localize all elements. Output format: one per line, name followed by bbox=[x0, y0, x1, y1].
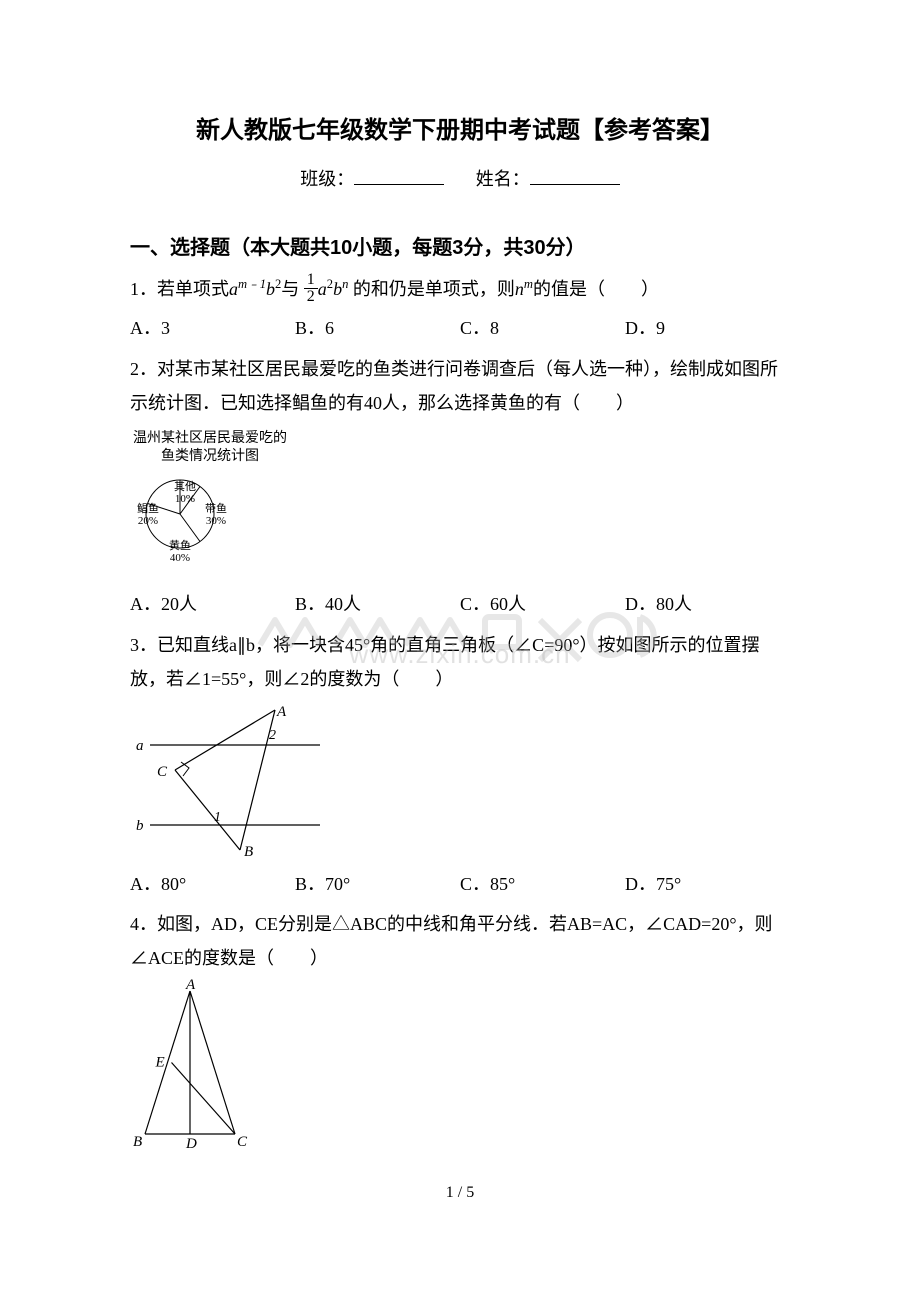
q1-stem: 1．若单项式am﹣1b2与 12a2bn 的和仍是单项式，则nm的值是（ ） bbox=[130, 272, 790, 307]
q3-opt-b: B．70° bbox=[295, 867, 460, 901]
form-line: 班级： 姓名： bbox=[130, 165, 790, 191]
fraction-half: 12 bbox=[304, 272, 318, 305]
svg-text:A: A bbox=[185, 979, 196, 993]
svg-text:黄鱼: 黄鱼 bbox=[169, 538, 191, 552]
q3-stem: 3．已知直线a∥b，将一块含45°角的直角三角板（∠C=90°）按如图所示的位置… bbox=[130, 628, 790, 696]
name-label: 姓名： bbox=[476, 169, 530, 189]
pie-title: 温州某社区居民最爱吃的 鱼类情况统计图 bbox=[130, 428, 290, 464]
svg-text:B: B bbox=[133, 1134, 142, 1149]
name-blank bbox=[530, 167, 620, 185]
svg-text:b: b bbox=[136, 818, 144, 834]
q1-stem-a: 1．若单项式 bbox=[130, 279, 229, 299]
svg-text:带鱼: 带鱼 bbox=[205, 501, 227, 515]
pie-title-l2: 鱼类情况统计图 bbox=[161, 447, 259, 463]
svg-text:40%: 40% bbox=[170, 552, 190, 564]
q2-opt-d: D．80人 bbox=[625, 587, 790, 621]
q3-opt-c: C．85° bbox=[460, 867, 625, 901]
svg-text:E: E bbox=[155, 1055, 165, 1071]
q2-options: A．20人 B．40人 C．60人 D．80人 bbox=[130, 587, 790, 621]
svg-text:C: C bbox=[237, 1134, 248, 1149]
q3-figure: A B Ca b 1 2 bbox=[130, 700, 330, 860]
page-footer: 1 / 5 bbox=[130, 1184, 790, 1202]
svg-text:a: a bbox=[136, 738, 144, 754]
page: 新人教版七年级数学下册期中考试题【参考答案】 班级： 姓名： 一、选择题（本大题… bbox=[0, 0, 920, 1242]
pie-chart-wrap: 温州某社区居民最爱吃的 鱼类情况统计图 其他10% 带鱼30% 黄鱼40% 鲳鱼20% bbox=[130, 428, 790, 579]
q3-opt-d: D．75° bbox=[625, 867, 790, 901]
q2-opt-c: C．60人 bbox=[460, 587, 625, 621]
class-blank bbox=[354, 167, 444, 185]
doc-title: 新人教版七年级数学下册期中考试题【参考答案】 bbox=[130, 110, 790, 145]
q4-figure: A B C D E bbox=[130, 979, 280, 1149]
svg-text:C: C bbox=[157, 764, 168, 780]
q1-stem-d: 的值是（ ） bbox=[533, 279, 659, 299]
pie-title-l1: 温州某社区居民最爱吃的 bbox=[133, 429, 287, 445]
q1-stem-b: 与 bbox=[281, 279, 299, 299]
q1-stem-c: 的和仍是单项式，则 bbox=[353, 279, 515, 299]
q1-opt-c: C．8 bbox=[460, 311, 625, 345]
svg-text:10%: 10% bbox=[175, 493, 195, 505]
svg-text:2: 2 bbox=[269, 728, 276, 743]
class-label: 班级： bbox=[300, 169, 354, 189]
svg-text:D: D bbox=[185, 1136, 197, 1149]
section-title: 一、选择题（本大题共10小题，每题3分，共30分） bbox=[130, 231, 790, 260]
pie-chart: 其他10% 带鱼30% 黄鱼40% 鲳鱼20% bbox=[130, 464, 290, 574]
q1-opt-d: D．9 bbox=[625, 311, 790, 345]
q3-opt-a: A．80° bbox=[130, 867, 295, 901]
svg-text:A: A bbox=[276, 704, 287, 720]
q1-opt-a: A．3 bbox=[130, 311, 295, 345]
q1-opt-b: B．6 bbox=[295, 311, 460, 345]
q4-stem: 4．如图，AD，CE分别是△ABC的中线和角平分线．若AB=AC，∠CAD=20… bbox=[130, 907, 790, 975]
svg-text:其他: 其他 bbox=[174, 480, 196, 493]
q2-opt-b: B．40人 bbox=[295, 587, 460, 621]
q2-opt-a: A．20人 bbox=[130, 587, 295, 621]
svg-text:1: 1 bbox=[214, 810, 221, 825]
svg-text:鲳鱼: 鲳鱼 bbox=[137, 501, 159, 515]
svg-text:30%: 30% bbox=[206, 515, 226, 527]
svg-text:20%: 20% bbox=[138, 515, 158, 527]
q2-stem: 2．对某市某社区居民最爱吃的鱼类进行问卷调查后（每人选一种），绘制成如图所示统计… bbox=[130, 352, 790, 420]
q3-options: A．80° B．70° C．85° D．75° bbox=[130, 867, 790, 901]
svg-text:B: B bbox=[244, 844, 253, 860]
q1-options: A．3 B．6 C．8 D．9 bbox=[130, 311, 790, 345]
